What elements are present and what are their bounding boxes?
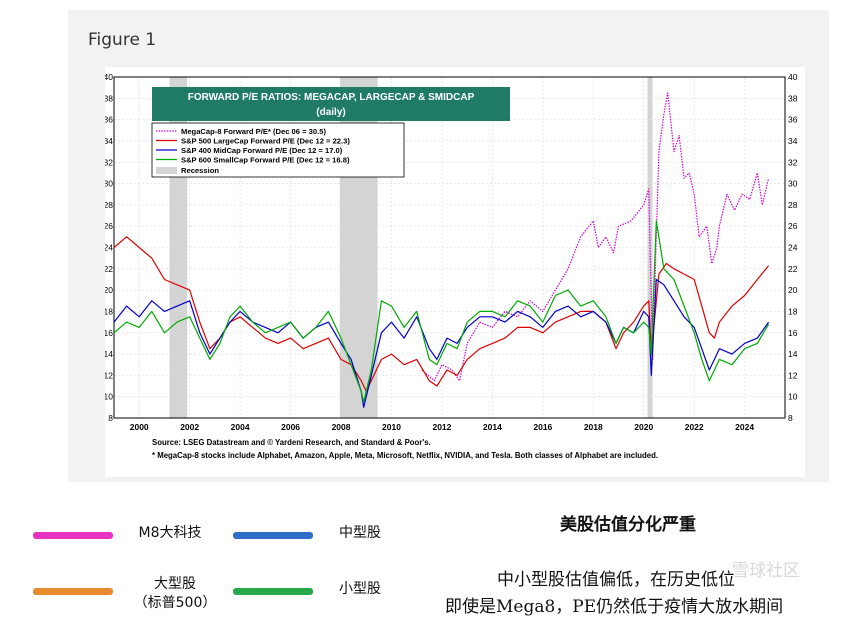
y-tick-label-right: 32 xyxy=(788,157,798,167)
legend-swatch-midcap xyxy=(233,532,313,539)
x-tick-label: 2010 xyxy=(382,422,401,432)
y-tick-label-left: 30 xyxy=(105,179,113,189)
note-line-2: 即使是Mega8，PE仍然低于疫情大放水期间 xyxy=(445,597,784,617)
y-tick-label-right: 18 xyxy=(788,306,798,316)
y-tick-label-right: 26 xyxy=(788,221,798,231)
y-tick-label-left: 8 xyxy=(108,413,113,423)
x-tick-label: 2008 xyxy=(332,422,351,432)
footnote: * MegaCap-8 stocks include Alphabet, Ama… xyxy=(152,451,658,460)
legend-sublabel-largecap: （标普500） xyxy=(133,595,217,611)
y-tick-label-left: 16 xyxy=(105,328,113,338)
y-tick-label-left: 18 xyxy=(105,306,113,316)
y-tick-label-left: 20 xyxy=(105,285,113,295)
chart-subtitle: (daily) xyxy=(316,107,345,118)
y-tick-label-left: 34 xyxy=(105,136,113,146)
legend-label-m8: M8大科技 xyxy=(138,525,202,541)
chart-legend-label-1: S&P 500 LargeCap Forward P/E (Dec 12 = 2… xyxy=(181,137,350,146)
note-line-1: 中小型股估值偏低，在历史低位 xyxy=(497,570,735,590)
chart-legend-label-2: S&P 400 MidCap Forward P/E (Dec 12 = 17.… xyxy=(181,146,343,155)
y-tick-label-left: 36 xyxy=(105,115,113,125)
y-tick-label-right: 30 xyxy=(788,179,798,189)
y-tick-label-right: 16 xyxy=(788,328,798,338)
series-line-3 xyxy=(113,220,770,403)
x-tick-label: 2022 xyxy=(685,422,704,432)
x-tick-label: 2024 xyxy=(735,422,754,432)
x-tick-label: 2002 xyxy=(180,422,199,432)
y-tick-label-right: 40 xyxy=(788,72,798,82)
legend-label-largecap: 大型股 xyxy=(154,576,196,592)
note-title: 美股估值分化严重 xyxy=(560,515,696,535)
chart-legend-label-recession: Recession xyxy=(181,166,219,175)
y-tick-label-right: 24 xyxy=(788,243,798,253)
y-tick-label-left: 10 xyxy=(105,392,113,402)
legend-swatch-smallcap xyxy=(233,588,313,595)
x-tick-label: 2014 xyxy=(483,422,502,432)
x-tick-label: 2006 xyxy=(281,422,300,432)
y-tick-label-right: 20 xyxy=(788,285,798,295)
chart-title: FORWARD P/E RATIOS: MEGACAP, LARGECAP & … xyxy=(188,92,475,103)
series-line-1 xyxy=(113,236,770,392)
x-tick-label: 2018 xyxy=(584,422,603,432)
y-tick-label-left: 14 xyxy=(105,349,113,359)
y-tick-label-right: 28 xyxy=(788,200,798,210)
series-line-2 xyxy=(113,278,770,408)
x-tick-label: 2004 xyxy=(231,422,250,432)
legend-swatch-m8 xyxy=(33,532,113,539)
chart-container: 8 8 10 10 12 12 14 14 16 16 18 18 20 20 22 22 24 24 26 26 28… xyxy=(104,67,805,477)
y-tick-label-left: 40 xyxy=(105,72,113,82)
y-tick-label-right: 36 xyxy=(788,115,798,125)
y-tick-label-right: 8 xyxy=(788,413,793,423)
y-tick-label-left: 38 xyxy=(105,93,113,103)
source-note: Source: LSEG Datastream and © Yardeni Re… xyxy=(152,438,431,447)
y-tick-label-left: 12 xyxy=(105,370,113,380)
x-tick-label: 2012 xyxy=(432,422,451,432)
y-tick-label-right: 10 xyxy=(788,392,798,402)
chart-legend-swatch-recession xyxy=(156,167,177,174)
legend-label-midcap: 中型股 xyxy=(339,525,381,541)
watermark: 雪球社区 xyxy=(732,561,800,581)
y-tick-label-right: 38 xyxy=(788,93,798,103)
y-tick-label-right: 12 xyxy=(788,370,798,380)
chart-legend-box xyxy=(151,122,405,178)
y-tick-label-left: 32 xyxy=(105,157,113,167)
y-tick-label-right: 14 xyxy=(788,349,798,359)
legend-swatch-largecap xyxy=(33,588,113,595)
x-tick-label: 2016 xyxy=(533,422,552,432)
figure-label: Figure 1 xyxy=(88,30,157,50)
y-tick-label-right: 34 xyxy=(788,136,798,146)
x-tick-label: 2020 xyxy=(634,422,653,432)
y-tick-label-left: 24 xyxy=(105,243,113,253)
chart-legend-label-3: S&P 600 SmallCap Forward P/E (Dec 12 = 1… xyxy=(181,156,350,165)
chart-legend-label-0: MegaCap-8 Forward P/E* (Dec 06 = 30.5) xyxy=(181,127,326,136)
y-tick-label-left: 28 xyxy=(105,200,113,210)
y-tick-label-left: 22 xyxy=(105,264,113,274)
legend-label-smallcap: 小型股 xyxy=(339,581,381,597)
chart-title-box xyxy=(152,87,510,121)
y-tick-label-right: 22 xyxy=(788,264,798,274)
series-line-0 xyxy=(421,92,770,382)
figure-panel: Figure 1 8 8 10 10 12 12 14 14 16 16 18 18 20 20 22 22 2… xyxy=(68,10,829,482)
x-tick-label: 2000 xyxy=(130,422,149,432)
y-tick-label-left: 26 xyxy=(105,221,113,231)
